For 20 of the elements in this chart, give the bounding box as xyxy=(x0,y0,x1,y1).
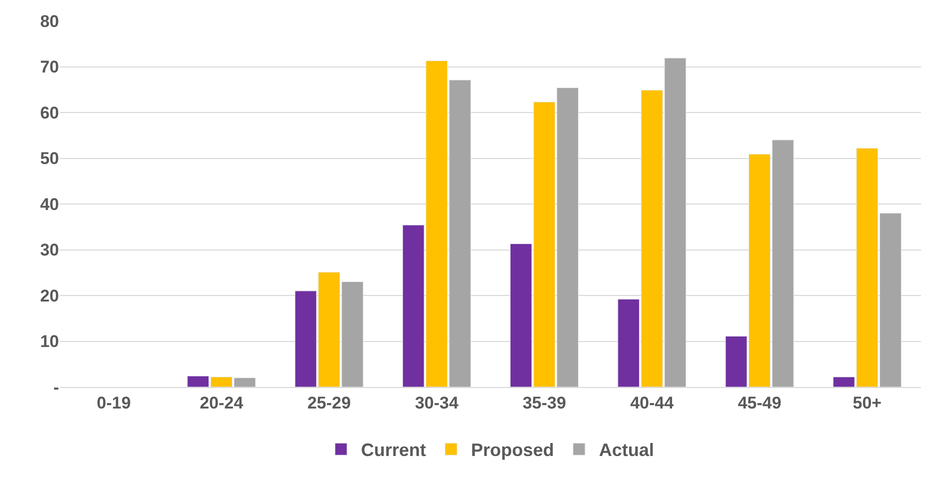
legend-label: Proposed xyxy=(471,440,554,460)
legend-label: Actual xyxy=(599,440,654,460)
x-tick-label: 35-39 xyxy=(522,393,566,412)
x-tick-label: 20-24 xyxy=(200,393,244,412)
x-tick-label: 30-34 xyxy=(414,393,459,412)
y-tick-label: - xyxy=(53,378,59,397)
y-tick-label: 20 xyxy=(40,286,59,306)
y-tick-label: 10 xyxy=(40,332,59,352)
y-tick-label: 50 xyxy=(40,149,59,168)
x-tick-label: 0-19 xyxy=(96,393,131,412)
y-tick-label: 30 xyxy=(40,240,59,260)
x-tick-label: 45-49 xyxy=(738,393,782,412)
x-tick-label: 25-29 xyxy=(307,393,351,412)
x-tick-label: 50+ xyxy=(852,393,882,412)
y-tick-label: 60 xyxy=(40,103,59,122)
y-tick-label: 80 xyxy=(40,12,59,31)
y-tick-label: 40 xyxy=(40,194,59,214)
legend-label: Current xyxy=(361,440,426,460)
y-tick-label: 70 xyxy=(40,58,59,77)
x-tick-label: 40-44 xyxy=(630,393,674,412)
